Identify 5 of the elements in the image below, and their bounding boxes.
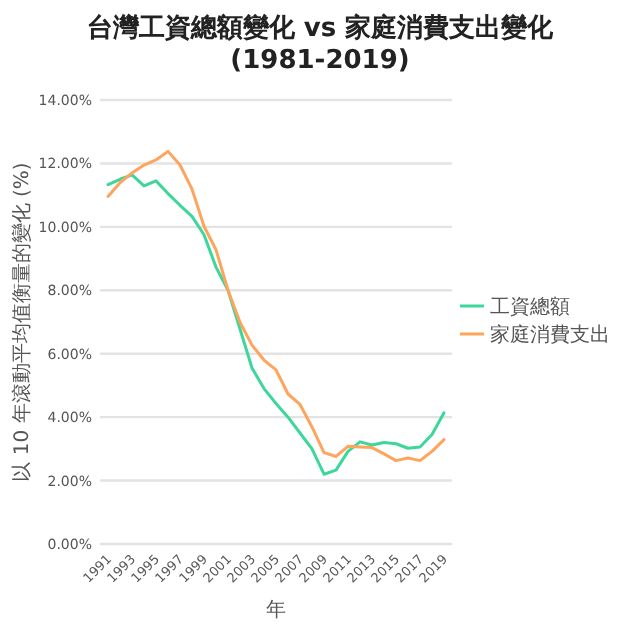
legend-label: 家庭消費支出: [490, 323, 610, 347]
legend-label: 工資總額: [490, 295, 570, 319]
x-axis-title: 年: [266, 598, 286, 622]
y-axis-title: 以 10 年滾動平均值衡量的變化 (%): [10, 162, 34, 482]
chart-title: 台灣工資總額變化 vs 家庭消費支出變化 (1981-2019): [86, 12, 556, 76]
